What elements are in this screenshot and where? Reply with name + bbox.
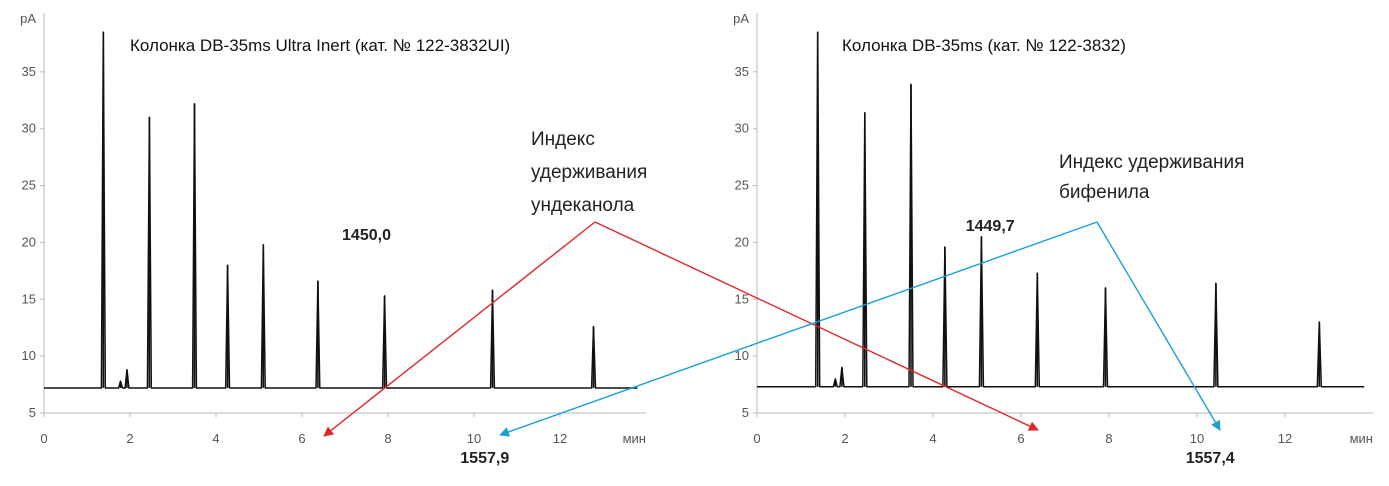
x-tick-label: 4 bbox=[929, 431, 936, 446]
y-axis-label: pA bbox=[20, 11, 36, 26]
x-tick-label: 12 bbox=[553, 431, 567, 446]
biphenyl-label-line-1: Индекс удерживания bbox=[1059, 152, 1244, 173]
undecanol-label-line-1: Индекс bbox=[531, 129, 595, 150]
y-tick-label: 15 bbox=[735, 291, 749, 306]
x-axis-label: мин bbox=[623, 431, 646, 446]
y-tick-label: 25 bbox=[22, 178, 36, 193]
y-tick-label: 25 bbox=[735, 178, 749, 193]
chart-title: Колонка DB-35ms (кат. № 122-3832) bbox=[842, 36, 1126, 55]
y-tick-label: 30 bbox=[735, 121, 749, 136]
retention-index-value-2: 1557,4 bbox=[1186, 450, 1235, 467]
y-tick-label: 5 bbox=[742, 405, 749, 420]
y-axis-label: pA bbox=[733, 11, 749, 26]
x-tick-label: 8 bbox=[1105, 431, 1112, 446]
undecanol-label-line-2: удерживания bbox=[531, 162, 647, 183]
biphenyl-arrow-right bbox=[1096, 221, 1221, 431]
x-tick-label: 8 bbox=[384, 431, 391, 446]
x-tick-label: 10 bbox=[1190, 431, 1204, 446]
y-tick-label: 30 bbox=[22, 121, 36, 136]
y-tick-label: 20 bbox=[22, 234, 36, 249]
y-tick-label: 5 bbox=[29, 405, 36, 420]
x-tick-label: 6 bbox=[298, 431, 305, 446]
chart-panel-1: 5 10 15 20 25 30 35 pA 0 2 4 6 8 10 12 мин Колонка DB-35… bbox=[20, 11, 646, 467]
biphenyl-callout-label: Индекс удерживания бифенила bbox=[1059, 152, 1244, 203]
retention-index-value-1: 1450,0 bbox=[342, 227, 391, 244]
x-tick-label: 2 bbox=[126, 431, 133, 446]
x-tick-label: 12 bbox=[1278, 431, 1292, 446]
undecanol-arrow-right bbox=[594, 221, 1039, 431]
chart-panel-2: 5 10 15 20 25 30 35 pA 0 2 4 6 8 10 12 мин Колонка DB-35… bbox=[733, 11, 1373, 467]
biphenyl-label-line-2: бифенила bbox=[1059, 182, 1150, 203]
y-tick-label: 10 bbox=[22, 348, 36, 363]
x-axis-label: мин bbox=[1350, 431, 1373, 446]
retention-index-value-2: 1557,9 bbox=[460, 450, 509, 467]
x-tick-label: 0 bbox=[753, 431, 760, 446]
chart-title: Колонка DB-35ms Ultra Inert (кат. № 122-… bbox=[130, 36, 510, 55]
undecanol-callout-label: Индекс удерживания ундеканола bbox=[531, 129, 647, 216]
x-tick-label: 10 bbox=[467, 431, 481, 446]
retention-index-value-1: 1449,7 bbox=[966, 218, 1015, 235]
y-tick-label: 20 bbox=[735, 234, 749, 249]
y-tick-label: 35 bbox=[735, 64, 749, 79]
x-tick-label: 4 bbox=[212, 431, 219, 446]
chromatogram-trace bbox=[757, 31, 1365, 388]
x-tick-label: 0 bbox=[40, 431, 47, 446]
y-tick-label: 35 bbox=[22, 64, 36, 79]
y-tick-label: 10 bbox=[735, 348, 749, 363]
x-tick-label: 2 bbox=[841, 431, 848, 446]
undecanol-label-line-3: ундеканола bbox=[531, 195, 635, 216]
y-tick-label: 15 bbox=[22, 291, 36, 306]
undecanol-arrow-left bbox=[323, 221, 596, 437]
x-tick-label: 6 bbox=[1017, 431, 1024, 446]
biphenyl-arrow-left bbox=[499, 221, 1098, 437]
